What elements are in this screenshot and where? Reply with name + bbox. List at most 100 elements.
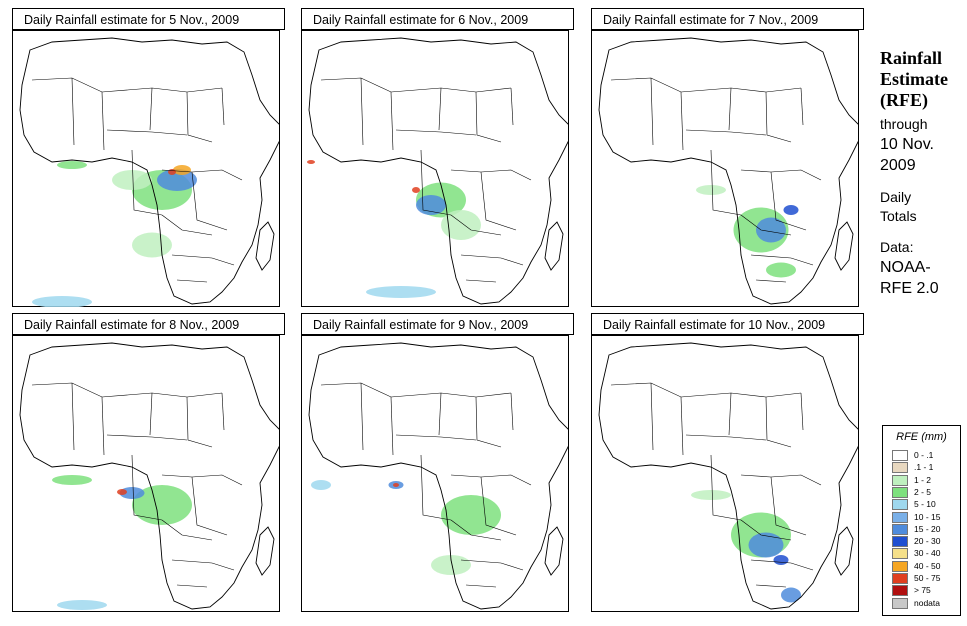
country-border — [360, 77, 364, 146]
madagascar-outline — [834, 526, 854, 576]
rainfall-area — [132, 232, 172, 258]
rainfall-area — [412, 187, 420, 193]
through-label: through — [880, 116, 928, 132]
country-border — [475, 91, 502, 143]
legend-swatch — [892, 523, 908, 535]
rainfall-area — [112, 170, 152, 190]
country-border — [320, 77, 512, 93]
country-border — [450, 214, 502, 236]
legend-swatch — [892, 536, 908, 548]
country-border — [728, 392, 732, 436]
country-border — [728, 87, 732, 131]
map-panel: Daily Rainfall estimate for 8 Nov., 2009 — [12, 313, 289, 618]
country-border — [460, 559, 524, 571]
rainfall-area — [307, 160, 315, 164]
rainfall-area — [748, 532, 784, 558]
legend-label: 1 - 2 — [914, 474, 932, 485]
legend-label: 2 - 5 — [914, 486, 932, 497]
map-frame — [591, 30, 859, 307]
country-border — [800, 87, 804, 126]
rainfall-area — [393, 483, 399, 487]
estimate-title: Estimate — [880, 69, 948, 89]
legend-title: RFE (mm) — [896, 431, 947, 443]
rainfall-area — [416, 195, 446, 215]
legend-swatch — [892, 499, 908, 511]
rainfall-area — [766, 262, 796, 278]
country-border — [438, 392, 442, 436]
rainfall-map — [591, 335, 859, 612]
rainfall-area — [783, 205, 799, 215]
country-border — [186, 91, 213, 143]
country-border — [171, 559, 235, 571]
country-border — [800, 392, 804, 431]
legend-label: .1 - 1 — [914, 462, 934, 473]
country-border — [395, 129, 477, 136]
map-frame — [591, 335, 859, 612]
africa-coastline — [598, 37, 859, 305]
country-border — [480, 171, 517, 231]
country-border — [149, 392, 153, 436]
country-border — [186, 396, 213, 448]
country-border — [460, 254, 524, 266]
country-border — [710, 149, 742, 216]
rfe-title: (RFE) — [880, 90, 928, 110]
legend-swatch — [892, 585, 908, 597]
country-border — [755, 584, 787, 588]
legend-swatch — [892, 462, 908, 474]
panel-title: Daily Rainfall estimate for 7 Nov., 2009 — [591, 8, 864, 30]
country-border — [770, 171, 807, 231]
rainfall-area — [781, 587, 801, 603]
madagascar-outline — [834, 221, 854, 271]
africa-coastline — [308, 342, 569, 610]
africa-coastline — [19, 342, 280, 610]
country-border — [510, 87, 514, 126]
country-border — [31, 77, 223, 93]
africa-coastline — [308, 37, 569, 305]
legend-side-text: Rainfall Estimate (RFE) through 10 Nov. … — [880, 48, 965, 299]
country-border — [106, 434, 188, 441]
rainfall-area — [132, 485, 192, 525]
country-border — [680, 396, 684, 456]
africa-coastline — [598, 342, 859, 610]
through-date: 10 Nov. — [880, 136, 934, 153]
legend-swatch — [892, 548, 908, 560]
rainfall-title: Rainfall — [880, 48, 943, 68]
rainfall-area — [157, 169, 197, 191]
through-year: 2009 — [880, 157, 916, 174]
country-border — [750, 559, 814, 571]
rainfall-area — [119, 487, 145, 499]
country-border — [176, 279, 208, 283]
rainfall-area — [773, 555, 789, 565]
country-border — [450, 519, 502, 541]
panel-title: Daily Rainfall estimate for 6 Nov., 2009 — [301, 8, 574, 30]
country-border — [750, 254, 814, 266]
country-border — [161, 519, 213, 541]
legend-label: 30 - 40 — [914, 548, 941, 559]
map-panel: Daily Rainfall estimate for 6 Nov., 2009 — [301, 8, 578, 313]
madagascar-outline — [544, 526, 564, 576]
country-border — [740, 519, 792, 541]
madagascar-outline — [255, 221, 275, 271]
country-border — [106, 129, 188, 136]
country-border — [480, 476, 517, 536]
legend-swatch — [892, 474, 908, 486]
country-border — [420, 454, 452, 521]
country-border — [765, 91, 792, 143]
rainfall-area — [168, 169, 176, 175]
country-border — [438, 87, 442, 131]
rainfall-area — [441, 210, 481, 240]
country-border — [71, 382, 75, 451]
rainfall-map — [12, 30, 280, 307]
country-border — [221, 392, 225, 431]
country-border — [161, 214, 213, 236]
rainfall-area — [756, 217, 786, 243]
legend-swatch — [892, 450, 908, 461]
map-panel: Daily Rainfall estimate for 10 Nov., 200… — [591, 313, 868, 618]
map-panel: Daily Rainfall estimate for 5 Nov., 2009 — [12, 8, 289, 313]
panel-title: Daily Rainfall estimate for 9 Nov., 2009 — [301, 313, 574, 335]
rainfall-area — [691, 490, 731, 500]
legend-swatch — [892, 597, 908, 609]
country-border — [191, 476, 228, 536]
rainfall-area — [117, 489, 127, 495]
country-border — [680, 91, 684, 151]
